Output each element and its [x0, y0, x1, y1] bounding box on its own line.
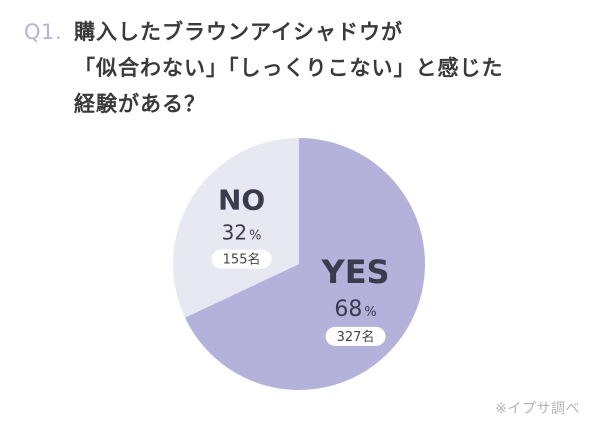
- slice-count-badge-yes: [325, 326, 386, 346]
- slice-percent-label-yes: 68%: [334, 297, 376, 322]
- question-text-line-3: 経験がある？: [74, 92, 206, 116]
- source-note: ※イプサ調べ: [495, 401, 580, 417]
- question-text-line-1: 購入したブラウンアイシャドウが: [74, 20, 403, 44]
- question-line-2: 「似合わない」「しっくりこない」と感じた: [24, 52, 584, 88]
- slice-label-group-yes: YES 68 % 327名: [321, 253, 390, 346]
- pie-slice-no: [172, 138, 299, 318]
- slice-label-group-no: NO 32 % 155名: [211, 184, 272, 269]
- question-line-3: 経験がある？: [24, 88, 584, 124]
- slice-category-label-yes: YES: [321, 253, 390, 291]
- question-block: Q1. 購入したブラウンアイシャドウが 「似合わない」「しっくりこない」と感じた…: [24, 16, 584, 124]
- slice-count-label-no: 155名: [223, 252, 261, 268]
- slice-percent-label-no: 32%: [222, 221, 262, 245]
- slice-count-label-yes: 327名: [337, 329, 375, 345]
- slice-category-label-no: NO: [218, 184, 265, 217]
- question-text-line-2: 「似合わない」「しっくりこない」と感じた: [74, 56, 504, 80]
- question-line-1: Q1. 購入したブラウンアイシャドウが: [24, 16, 584, 52]
- question-number: Q1.: [24, 20, 63, 44]
- slice-count-badge-no: [211, 249, 272, 269]
